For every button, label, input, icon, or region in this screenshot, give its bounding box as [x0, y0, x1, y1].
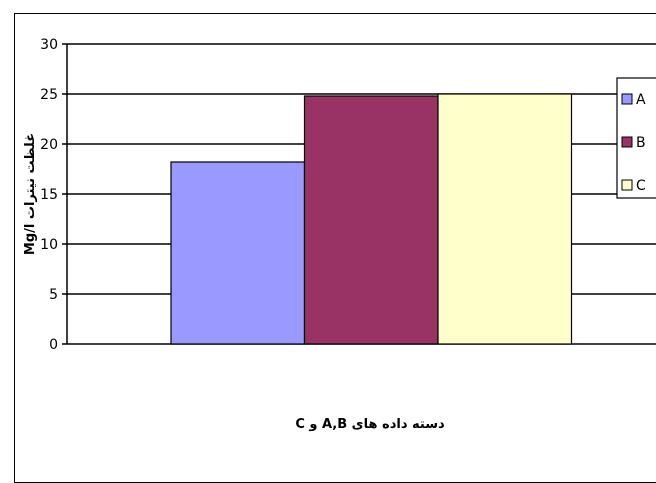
x-axis-title: دسته داده های A,B و C: [295, 417, 445, 432]
y-tick-label: 15: [40, 187, 58, 203]
legend-label-B: B: [636, 135, 646, 151]
y-tick-label: 30: [40, 37, 58, 53]
bar-A: [170, 161, 306, 345]
chart-svg: 0 5 10 15 20 25 30 Mg/l غلظت نیترات دسته داده …: [23, 37, 656, 432]
y-tick-label: 25: [40, 87, 58, 103]
y-ticks: 0 5 10 15 20 25 30: [40, 37, 67, 353]
legend-swatch-A: [621, 93, 633, 105]
y-tick-label: 20: [40, 137, 58, 153]
legend-swatch-B: [621, 136, 633, 148]
y-axis-title: Mg/l غلظت نیترات: [23, 133, 38, 255]
legend-label-C: C: [636, 178, 646, 194]
legend-label-A: A: [636, 92, 646, 108]
bars: [170, 93, 573, 345]
legend: A B C: [616, 77, 656, 199]
bar-C: [437, 93, 573, 345]
y-tick-label: 5: [49, 287, 58, 303]
y-tick-label: 0: [49, 337, 58, 353]
bar-B: [303, 95, 439, 345]
y-tick-label: 10: [40, 237, 58, 253]
legend-swatch-C: [621, 179, 633, 191]
